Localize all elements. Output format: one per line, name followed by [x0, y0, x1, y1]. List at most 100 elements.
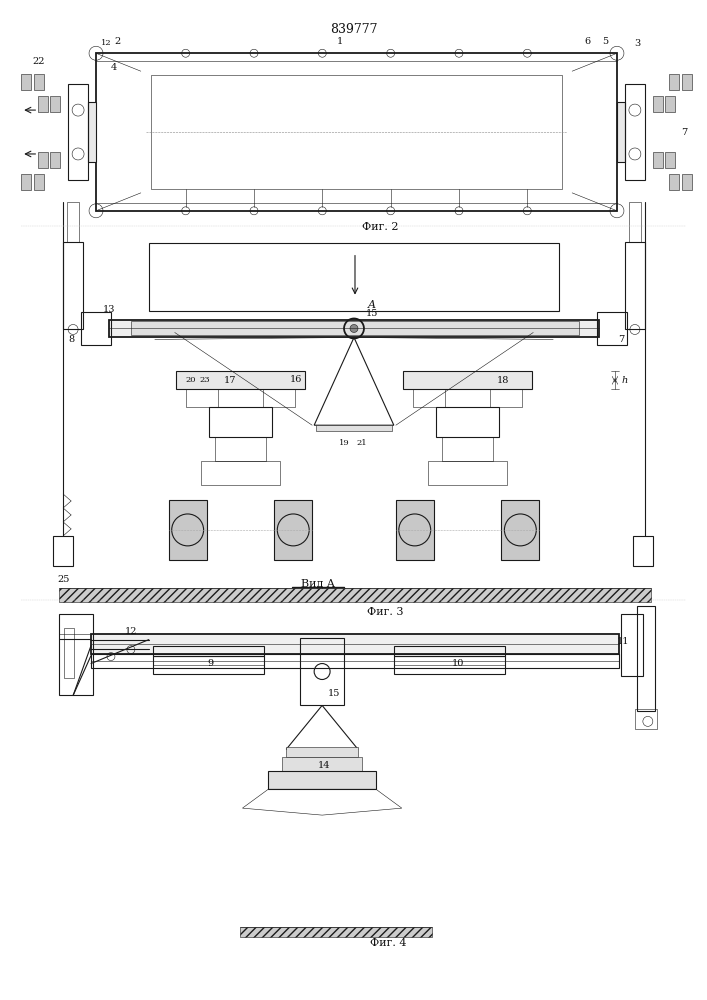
- Bar: [269, 771, 376, 789]
- Bar: [682, 174, 691, 190]
- Bar: [176, 371, 305, 389]
- Bar: [96, 53, 617, 211]
- Bar: [209, 407, 272, 437]
- Bar: [625, 242, 645, 329]
- Bar: [67, 202, 79, 242]
- Text: 20: 20: [185, 376, 196, 384]
- Text: 11: 11: [617, 637, 629, 646]
- Bar: [665, 152, 674, 168]
- Bar: [34, 74, 45, 90]
- Bar: [274, 500, 312, 560]
- Bar: [68, 84, 88, 180]
- Text: 16: 16: [290, 375, 303, 384]
- Bar: [403, 371, 532, 389]
- Bar: [201, 461, 280, 485]
- Bar: [34, 174, 45, 190]
- Bar: [428, 461, 508, 485]
- Bar: [263, 389, 296, 407]
- Bar: [625, 84, 645, 180]
- Bar: [38, 152, 48, 168]
- Text: 7: 7: [682, 128, 688, 137]
- Bar: [621, 614, 643, 676]
- Bar: [396, 500, 433, 560]
- Text: A: A: [368, 300, 376, 310]
- Text: Вид A: Вид A: [301, 579, 335, 589]
- Bar: [50, 152, 60, 168]
- Text: 14: 14: [318, 761, 330, 770]
- Text: 2: 2: [115, 37, 121, 46]
- Text: 13: 13: [103, 305, 115, 314]
- Text: 12: 12: [100, 39, 111, 47]
- Bar: [91, 654, 619, 668]
- Bar: [151, 75, 562, 189]
- Bar: [109, 320, 599, 337]
- Text: h: h: [621, 376, 628, 385]
- Bar: [240, 927, 432, 937]
- Bar: [153, 646, 264, 656]
- Bar: [50, 96, 60, 112]
- Text: 1: 1: [337, 37, 343, 46]
- Bar: [88, 102, 96, 162]
- Bar: [21, 74, 31, 90]
- Bar: [669, 74, 679, 90]
- Bar: [300, 638, 344, 705]
- Bar: [59, 614, 93, 695]
- Bar: [131, 321, 579, 335]
- Text: 12: 12: [124, 627, 137, 636]
- Text: 6: 6: [584, 37, 590, 46]
- Text: 25: 25: [57, 575, 69, 584]
- Text: 22: 22: [32, 57, 45, 66]
- Bar: [214, 437, 267, 461]
- Text: 10: 10: [451, 659, 464, 668]
- Bar: [633, 536, 653, 566]
- Text: 5: 5: [602, 37, 608, 46]
- Bar: [316, 425, 392, 431]
- Bar: [91, 634, 619, 654]
- Bar: [653, 152, 662, 168]
- Bar: [186, 389, 218, 407]
- Text: 3: 3: [633, 39, 640, 48]
- Bar: [682, 74, 691, 90]
- Text: 9: 9: [207, 659, 214, 668]
- Text: Фиг. 2: Фиг. 2: [362, 222, 398, 232]
- Text: 15: 15: [366, 309, 378, 318]
- Text: 839777: 839777: [330, 23, 378, 36]
- Bar: [436, 407, 499, 437]
- Text: 8: 8: [68, 335, 74, 344]
- Bar: [81, 312, 111, 345]
- Bar: [637, 606, 655, 711]
- Bar: [665, 96, 674, 112]
- Bar: [617, 102, 625, 162]
- Bar: [169, 500, 206, 560]
- Text: 18: 18: [497, 376, 510, 385]
- Text: 19: 19: [339, 439, 349, 447]
- Text: 21: 21: [356, 439, 367, 447]
- Bar: [635, 709, 657, 729]
- Bar: [413, 389, 445, 407]
- Bar: [653, 96, 662, 112]
- Circle shape: [350, 324, 358, 332]
- Bar: [501, 500, 539, 560]
- Text: Фиг. 4: Фиг. 4: [370, 938, 406, 948]
- Bar: [59, 588, 651, 602]
- Bar: [64, 628, 74, 678]
- Bar: [38, 96, 48, 112]
- Bar: [282, 757, 362, 771]
- Text: 4: 4: [111, 63, 117, 72]
- Bar: [442, 437, 493, 461]
- Text: 15: 15: [328, 689, 340, 698]
- Bar: [153, 656, 264, 674]
- Bar: [63, 242, 83, 329]
- Text: 17: 17: [224, 376, 237, 385]
- Bar: [597, 312, 627, 345]
- Bar: [148, 243, 559, 311]
- Bar: [394, 656, 506, 674]
- Text: 23: 23: [199, 376, 210, 384]
- Text: Фиг. 3: Фиг. 3: [367, 607, 403, 617]
- Bar: [21, 174, 31, 190]
- Bar: [669, 174, 679, 190]
- Bar: [629, 202, 641, 242]
- Bar: [53, 536, 73, 566]
- Text: 7: 7: [618, 335, 624, 344]
- Bar: [491, 389, 522, 407]
